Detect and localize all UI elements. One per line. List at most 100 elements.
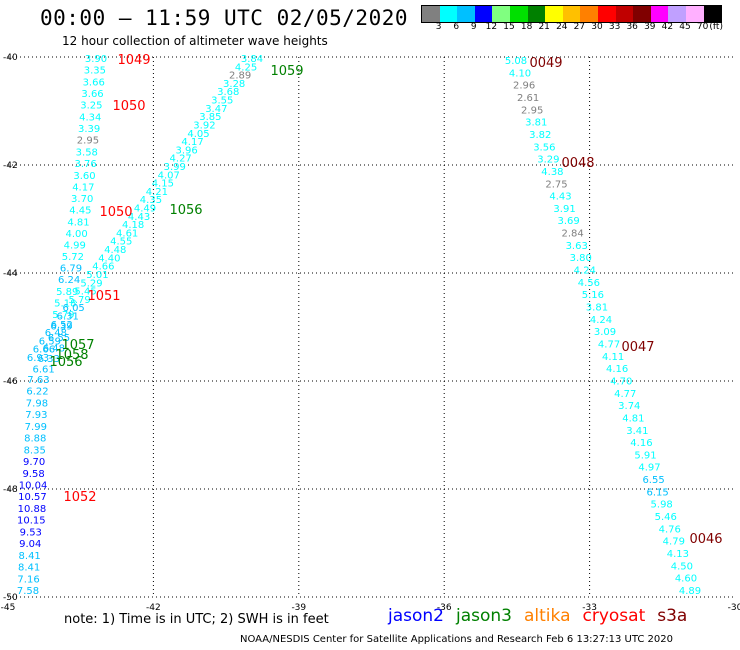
wave-height-label: 6.59: [39, 336, 61, 347]
wave-height-label: 4.55: [110, 237, 132, 248]
pass-time-label: 1058: [55, 348, 88, 363]
wave-height-label: 3.39: [78, 124, 100, 135]
wave-height-label: 5.16: [582, 290, 604, 301]
wave-height-label: 10.57: [18, 492, 47, 503]
wave-height-label: 6.05: [63, 303, 85, 314]
wave-height-label: 6.48: [45, 328, 67, 339]
wave-height-label: 3.85: [199, 112, 221, 123]
colorbar-swatch: [562, 6, 581, 22]
wave-height-label: 8.88: [24, 434, 46, 445]
wave-height-label: 5.72: [62, 252, 84, 263]
satellite-legend-item: jason2: [388, 606, 444, 626]
wave-height-label: 3.68: [217, 87, 239, 98]
wave-height-label: 3.74: [618, 401, 640, 412]
map-subtitle: 12 hour collection of altimeter wave hei…: [62, 34, 328, 48]
wave-height-label: 5.98: [651, 500, 673, 511]
satellite-legend-item: cryosat: [582, 606, 646, 626]
wave-height-label: 4.13: [667, 549, 689, 560]
wave-height-label: 3.35: [84, 66, 106, 77]
wave-height-label: 6.55: [642, 475, 664, 486]
wave-height-label: 5.46: [655, 512, 677, 523]
wave-height-label: 6.55: [48, 333, 70, 344]
wave-height-label: 3.25: [80, 101, 102, 112]
wave-height-label: 8.35: [24, 445, 46, 456]
colorbar-swatch: [492, 6, 510, 22]
satellite-legend-item: altika: [524, 606, 571, 626]
pass-time-label: 0047: [621, 340, 654, 355]
wave-height-label: 3.84: [241, 54, 263, 65]
wave-height-label: 3.66: [81, 89, 103, 100]
colorbar-label: 30: [591, 22, 603, 32]
wave-height-label: 4.05: [187, 129, 209, 140]
pass-time-label: 1050: [112, 99, 145, 114]
wave-height-label: 4.38: [541, 167, 563, 178]
wave-height-label: 10.88: [18, 504, 47, 515]
wave-height-label: 8.41: [19, 551, 41, 562]
colorbar-swatch: [703, 6, 722, 22]
wave-height-label: 5.01: [86, 270, 108, 281]
colorbar-swatch: [650, 6, 669, 22]
wave-height-label: 4.45: [69, 206, 91, 217]
x-tick-label: -42: [146, 603, 161, 613]
pass-time-label: 0048: [561, 156, 594, 171]
colorbar-label: 27: [573, 22, 586, 32]
wave-height-label: 2.95: [77, 136, 99, 147]
pass-time-label: 1056: [169, 203, 202, 218]
wave-height-label: 4.97: [638, 463, 660, 474]
colorbar-label: 33: [608, 22, 621, 32]
colorbar-label: 18: [520, 22, 533, 32]
wave-height-label: 3.80: [570, 253, 592, 264]
wave-height-label: 6.15: [646, 487, 668, 498]
wave-height-label: 4.11: [602, 352, 624, 363]
colorbar-swatch: [668, 6, 686, 22]
pass-time-label: 1049: [117, 53, 150, 68]
colorbar-label: 6: [453, 22, 460, 32]
wave-height-label: 4.56: [578, 278, 600, 289]
wave-height-label: 3.91: [553, 204, 575, 215]
wave-height-label: 6.48: [43, 343, 65, 354]
wave-height-label: 3.96: [175, 145, 197, 156]
wave-height-label: 5.18: [54, 298, 76, 309]
colorbar-label: 42: [661, 22, 674, 32]
wave-height-label: 7.99: [25, 422, 47, 433]
colorbar-label: 3: [435, 22, 442, 32]
pass-time-label: 1051: [87, 289, 120, 304]
wave-height-label: 4.81: [622, 413, 644, 424]
colorbar-label: 12: [485, 22, 498, 32]
wave-height-label: 7.93: [25, 410, 47, 421]
pass-time-label: 1052: [63, 490, 96, 505]
colorbar-label: 24: [556, 22, 568, 32]
wave-height-label: 3.58: [76, 147, 98, 158]
wave-height-label: 7.58: [17, 586, 39, 597]
x-tick-label: -36: [437, 603, 452, 613]
wave-height-label: 4.07: [158, 170, 180, 181]
y-tick-label: -48: [3, 485, 18, 495]
footer-note: note: 1) Time is in UTC; 2) SWH is in fe…: [64, 612, 329, 627]
wave-height-label: 2.61: [517, 93, 539, 104]
wave-height-label: 7.98: [26, 398, 48, 409]
colorbar-swatch: [633, 6, 651, 22]
wave-height-label: 4.99: [64, 240, 86, 251]
colorbar-swatch: [545, 6, 563, 22]
wave-height-label: 5.08: [505, 56, 527, 67]
wave-height-label: 2.95: [521, 105, 543, 116]
wave-height-label: 4.81: [67, 217, 89, 228]
wave-height-label: 4.10: [509, 68, 531, 79]
wave-height-label: 2.89: [229, 71, 251, 82]
wave-height-label: 6.61: [32, 365, 54, 376]
wave-height-label: 5.79: [52, 310, 74, 321]
credit-line: NOAA/NESDIS Center for Satellite Applica…: [240, 634, 673, 645]
wave-height-label: 7.16: [17, 574, 39, 585]
wave-height-label: 3.29: [537, 155, 559, 166]
wave-height-label: 4.24: [590, 315, 612, 326]
wave-height-label: 6.39: [50, 322, 72, 333]
wave-height-label: 4.25: [235, 62, 257, 73]
wave-height-colorbar: [421, 5, 723, 23]
pass-time-label: 1059: [270, 64, 303, 79]
wave-height-label: 4.61: [116, 228, 138, 239]
wave-height-label: 3.92: [193, 120, 215, 131]
wave-height-label: 4.49: [134, 204, 156, 215]
colorbar-swatch: [580, 6, 598, 22]
colorbar-swatch: [527, 6, 546, 22]
wave-height-label: 3.76: [75, 159, 97, 170]
